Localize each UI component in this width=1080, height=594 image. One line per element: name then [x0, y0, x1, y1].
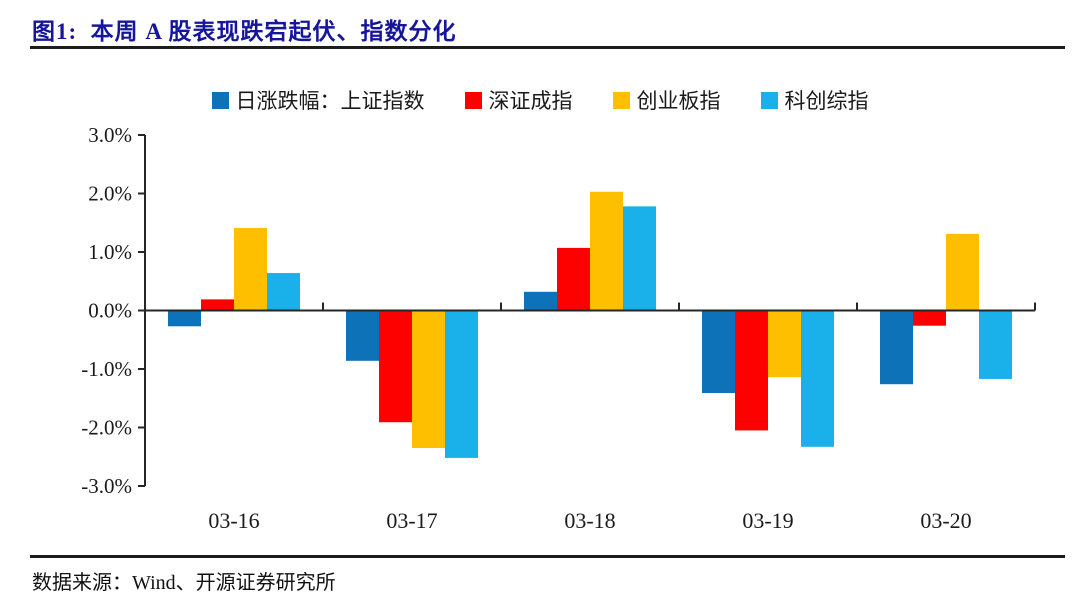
bar — [234, 228, 267, 311]
legend-label: 科创综指 — [784, 89, 869, 113]
bar — [623, 206, 656, 311]
legend-item-2: 创业板指 — [612, 85, 721, 115]
x-tick-label: 03-18 — [564, 508, 615, 533]
x-tick-label: 03-19 — [742, 508, 793, 533]
bar — [524, 291, 557, 311]
bar — [946, 233, 979, 311]
data-source-text: 数据来源：Wind、开源证券研究所 — [32, 572, 336, 594]
legend-swatch-icon — [464, 91, 482, 109]
legend-item-1: 深证成指 — [464, 85, 573, 115]
bar — [735, 310, 768, 431]
bar — [445, 310, 478, 458]
x-tick-label: 03-16 — [208, 508, 259, 533]
legend-label: 深证成指 — [488, 89, 573, 113]
x-tick-label: 03-17 — [386, 508, 437, 533]
y-tick-label: 3.0% — [88, 123, 132, 147]
figure-title: 图1: 本周 A 股表现跌宕起伏、指数分化 — [32, 19, 457, 44]
bar — [702, 310, 735, 393]
y-tick-label: 2.0% — [88, 182, 132, 206]
bar — [379, 310, 412, 423]
chart-legend: 日涨跌幅：上证指数 深证成指 创业板指 科创综指 — [0, 85, 1080, 115]
legend-label: 日涨跌幅：上证指数 — [235, 89, 425, 113]
bar — [979, 310, 1012, 379]
bar — [201, 299, 234, 311]
bar — [557, 247, 590, 311]
y-tick-label: 0.0% — [88, 299, 132, 323]
bar — [267, 273, 300, 311]
y-tick-label: 1.0% — [88, 240, 132, 264]
bar — [168, 310, 201, 327]
bar — [801, 310, 834, 447]
legend-item-0: 日涨跌幅：上证指数 — [211, 85, 425, 115]
bar — [913, 310, 946, 326]
y-tick-label: -2.0% — [81, 416, 132, 440]
x-tick-label: 03-20 — [920, 508, 971, 533]
legend-swatch-icon — [211, 91, 229, 109]
bar — [590, 191, 623, 311]
legend-item-3: 科创综指 — [760, 85, 869, 115]
y-tick-label: -1.0% — [81, 357, 132, 381]
legend-label: 创业板指 — [636, 89, 721, 113]
bar — [768, 310, 801, 378]
legend-swatch-icon — [760, 91, 778, 109]
legend-swatch-icon — [612, 91, 630, 109]
source-divider — [30, 555, 1065, 558]
bar — [412, 310, 445, 448]
bar — [346, 310, 379, 361]
title-divider — [30, 46, 1065, 49]
y-tick-label: -3.0% — [81, 474, 132, 498]
bar — [880, 310, 913, 385]
